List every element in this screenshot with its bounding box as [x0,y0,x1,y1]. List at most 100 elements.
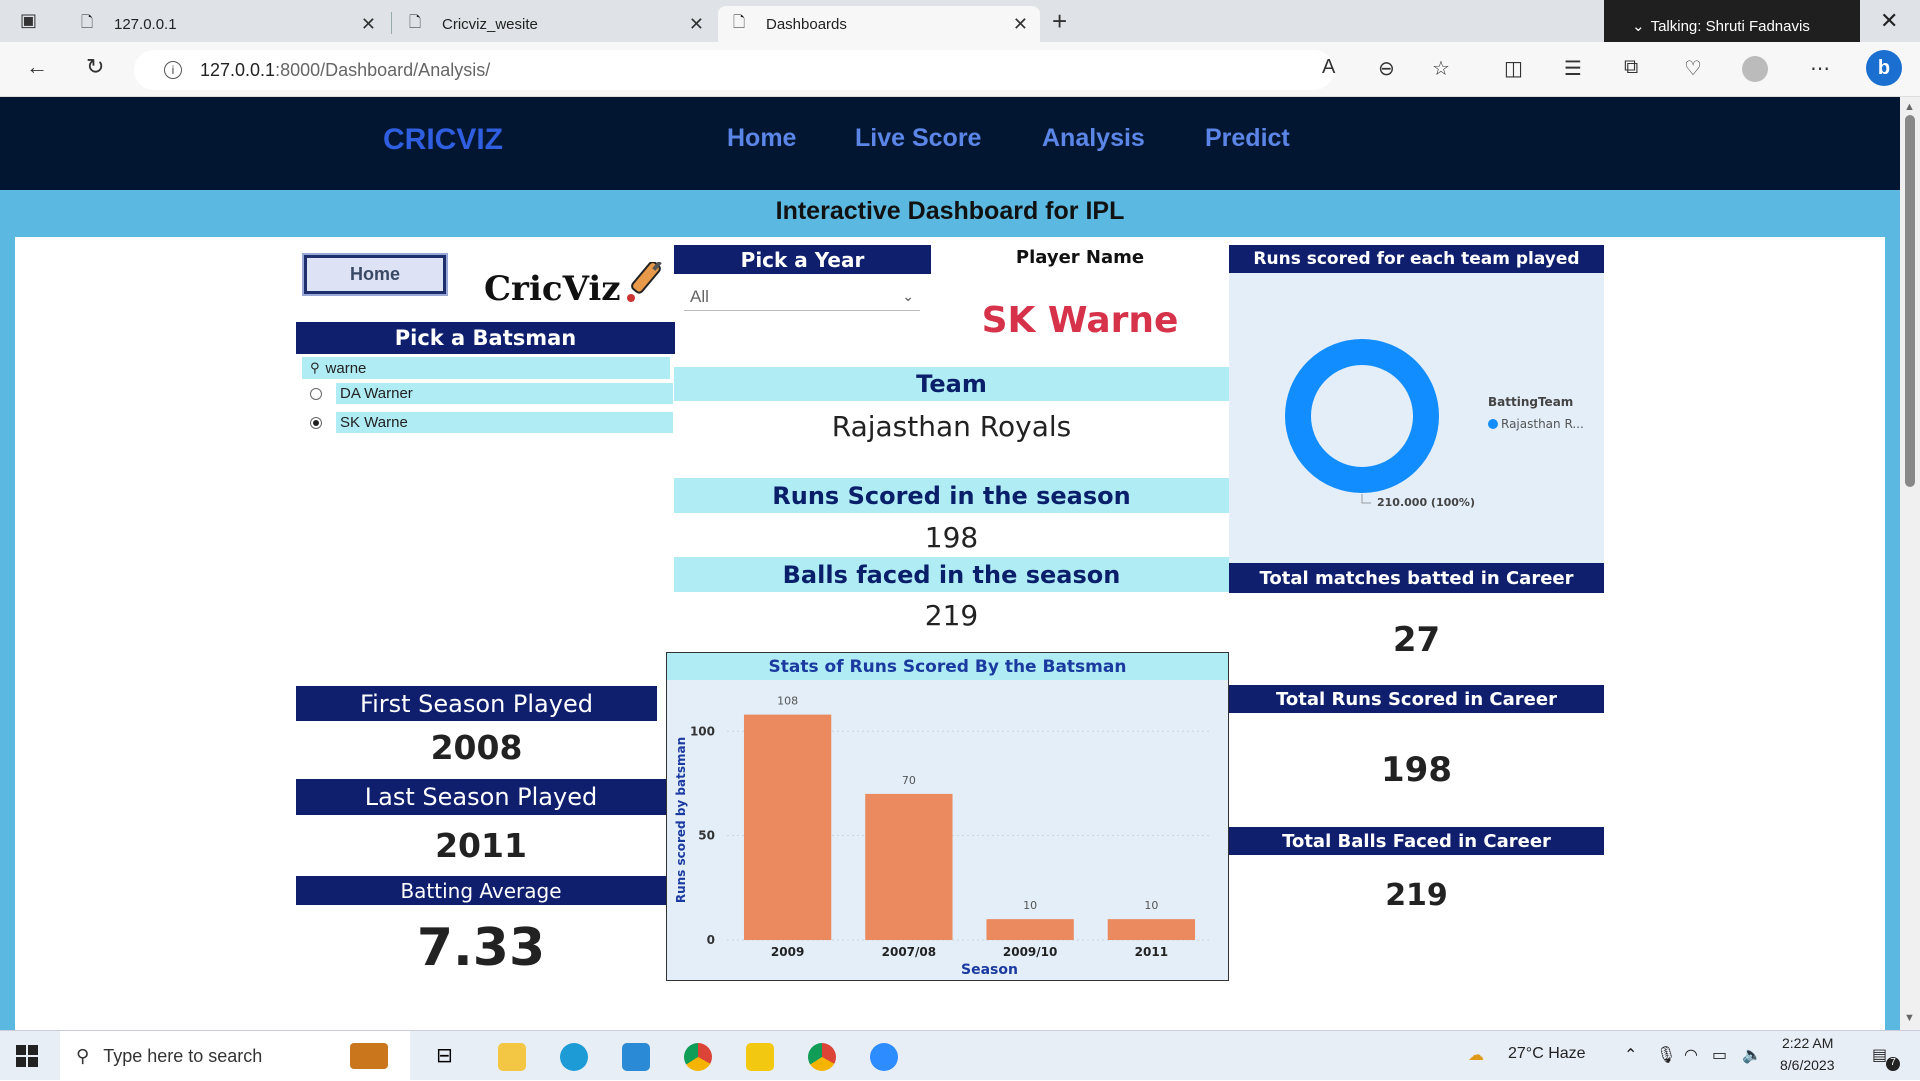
close-icon[interactable]: ✕ [360,13,376,34]
tab-localhost[interactable]: 🗋 127.0.0.1 ✕ [66,6,388,42]
window-close-button[interactable]: ✕ [1880,8,1899,33]
scroll-up-arrow[interactable]: ▲ [1904,101,1915,113]
nav-analysis[interactable]: Analysis [1042,124,1145,152]
tray-chevron-up-icon[interactable]: ⌃ [1624,1047,1638,1064]
bar[interactable] [986,919,1074,940]
favorites-icon[interactable]: ☰ [1564,58,1582,80]
pick-batsman-header: Pick a Batsman [296,322,675,354]
tab-dashboards[interactable]: 🗋 Dashboards ✕ [718,6,1040,42]
bar[interactable] [743,714,832,940]
clock-date[interactable]: 8/6/2023 [1780,1057,1835,1073]
clock-time[interactable]: 2:22 AM [1782,1035,1834,1051]
nav-predict[interactable]: Predict [1205,124,1290,152]
legend-marker [1488,419,1498,429]
close-icon[interactable]: ✕ [1012,13,1028,34]
vscode-icon[interactable] [622,1043,650,1071]
notification-icon[interactable]: ▤ [1872,1047,1888,1064]
team-value: Rajasthan Royals [831,410,1072,443]
balls-season-value: 219 [924,599,979,632]
chart-title: Stats of Runs Scored By the Batsman [667,653,1228,680]
chevron-down-icon: ⌄ [902,288,914,304]
taskbar-search-input[interactable]: ⚲ Type here to search [60,1031,410,1081]
year-select[interactable]: All ⌄ [684,283,920,311]
edge-icon[interactable] [560,1043,588,1071]
briefcase-icon [350,1043,388,1069]
back-arrow-icon[interactable]: ← [26,54,48,79]
tab-actions-icon[interactable]: ▣ [20,10,38,30]
total-runs-header: Total Runs Scored in Career [1229,685,1604,713]
close-icon[interactable]: ✕ [688,13,704,34]
y-tick-label: 100 [690,724,715,738]
page-icon: 🗋 [732,13,746,31]
total-runs-value: 198 [1381,750,1452,790]
site-brand[interactable]: CRICVIZ [383,123,503,156]
battery-icon[interactable]: ▭ [1712,1047,1728,1064]
runs-per-team-header: Runs scored for each team played [1229,245,1604,273]
split-screen-icon[interactable]: ◫ [1504,58,1523,80]
bar[interactable] [1107,919,1196,940]
scroll-down-arrow[interactable]: ▼ [1904,1012,1915,1024]
zoom-icon[interactable]: ⊖ [1378,58,1395,80]
tab-cricviz-website[interactable]: 🗋 Cricviz_wesite ✕ [394,6,716,42]
health-icon[interactable]: ♡ [1684,58,1702,80]
wifi-icon[interactable]: ◠ [1684,1047,1698,1064]
site-header: CRICVIZ Home Live Score Analysis Predict [0,97,1900,190]
volume-icon[interactable]: 🔈 [1742,1047,1762,1064]
task-view-icon[interactable]: ⊟ [436,1045,453,1067]
collections-icon[interactable]: ⧉ [1624,56,1639,78]
donut-ring[interactable] [1285,339,1439,493]
y-axis-label: Runs scored by batsman [674,737,688,903]
url-bar[interactable]: i 127.0.0.1:8000/Dashboard/Analysis/ [134,50,1334,90]
nav-live-score[interactable]: Live Score [855,124,982,152]
player-name-value: SK Warne [981,300,1179,341]
bar-data-label: 10 [1023,899,1037,912]
new-tab-button[interactable]: + [1052,6,1068,36]
file-explorer-icon[interactable] [498,1043,526,1071]
bar-data-label: 70 [902,774,916,787]
tab-title: Dashboards [766,15,847,33]
favorite-star-icon[interactable]: ☆ [1432,58,1450,80]
reload-icon[interactable]: ↻ [86,54,105,79]
radio-checked-icon[interactable] [310,416,322,429]
chrome-icon[interactable] [684,1043,712,1071]
nav-home[interactable]: Home [727,124,797,152]
batsman-option[interactable]: SK Warne [310,412,673,433]
more-options-icon[interactable]: ⋯ [1810,58,1830,80]
weather-text[interactable]: 27°C Haze [1508,1045,1586,1062]
bing-chat-icon[interactable]: b [1866,50,1902,86]
first-season-value: 2008 [430,728,523,767]
tab-title: 127.0.0.1 [114,15,177,33]
donut-data-label: 210.000 (100%) [1377,496,1475,509]
y-tick-label: 50 [698,829,715,843]
chrome-profile-icon[interactable] [808,1043,836,1071]
windows-start-icon[interactable] [16,1045,38,1067]
microphone-icon[interactable]: 🎙 [1656,1047,1677,1064]
profile-avatar-icon[interactable] [1742,56,1768,82]
batsman-option-label: DA Warner [336,383,673,404]
batsman-option[interactable]: DA Warner [310,383,673,404]
zoom-icon[interactable] [870,1043,898,1071]
bar-chart-svg: 0 50 100 108 2009 70 2007/08 10 2009/10 10 2011 Sea… [674,695,1212,978]
search-icon: ⚲ [76,1045,90,1066]
legend-item[interactable]: Rajasthan R... [1501,417,1584,431]
site-info-icon[interactable]: i [164,61,182,79]
total-matches-value: 27 [1392,620,1441,660]
search-value: warne [325,359,367,377]
dashboard-home-button[interactable]: Home [304,255,446,294]
bar[interactable] [865,793,953,940]
read-aloud-icon[interactable]: A [1322,56,1336,78]
weather-icon[interactable]: ☁ [1468,1047,1484,1064]
x-tick-label: 2009/10 [1003,945,1057,959]
page-scrollbar[interactable]: ▲ ▼ [1900,97,1920,1030]
runs-season-value: 198 [924,521,979,554]
radio-unchecked-icon[interactable] [310,387,322,400]
batsman-search-input[interactable]: ⚲ warne [302,357,670,379]
batting-average-header: Batting Average [296,876,666,905]
balls-season-header: Balls faced in the season [674,557,1229,592]
scroll-thumb[interactable] [1905,115,1915,487]
bar-data-label: 10 [1144,899,1158,912]
page-icon: 🗋 [80,13,94,31]
powerbi-icon[interactable] [746,1043,774,1071]
logo-text: CricViz [484,269,621,309]
runs-season-header: Runs Scored in the season [674,478,1229,513]
